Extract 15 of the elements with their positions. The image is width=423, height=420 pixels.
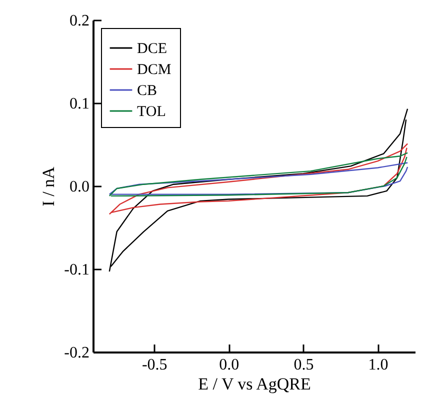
- y-axis-title: I / nA: [39, 166, 58, 206]
- y-tick-label: 0.2: [70, 12, 90, 30]
- legend-label: TOL: [137, 104, 166, 120]
- x-tick-label: 0.0: [219, 356, 240, 374]
- x-tick-label: 0.5: [294, 356, 314, 374]
- x-tick-label: -0.5: [142, 356, 168, 374]
- x-tick-label: 1.0: [368, 356, 388, 374]
- x-axis-title: E / V vs AgQRE: [198, 374, 311, 394]
- legend-label: DCM: [137, 62, 172, 78]
- legend-label: DCE: [137, 41, 167, 57]
- y-tick-label: -0.1: [64, 262, 90, 278]
- legend-label: CB: [137, 83, 158, 99]
- y-tick-label: -0.2: [64, 344, 90, 362]
- y-tick-label: 0.1: [70, 96, 90, 112]
- y-tick-label: 0.0: [70, 178, 90, 196]
